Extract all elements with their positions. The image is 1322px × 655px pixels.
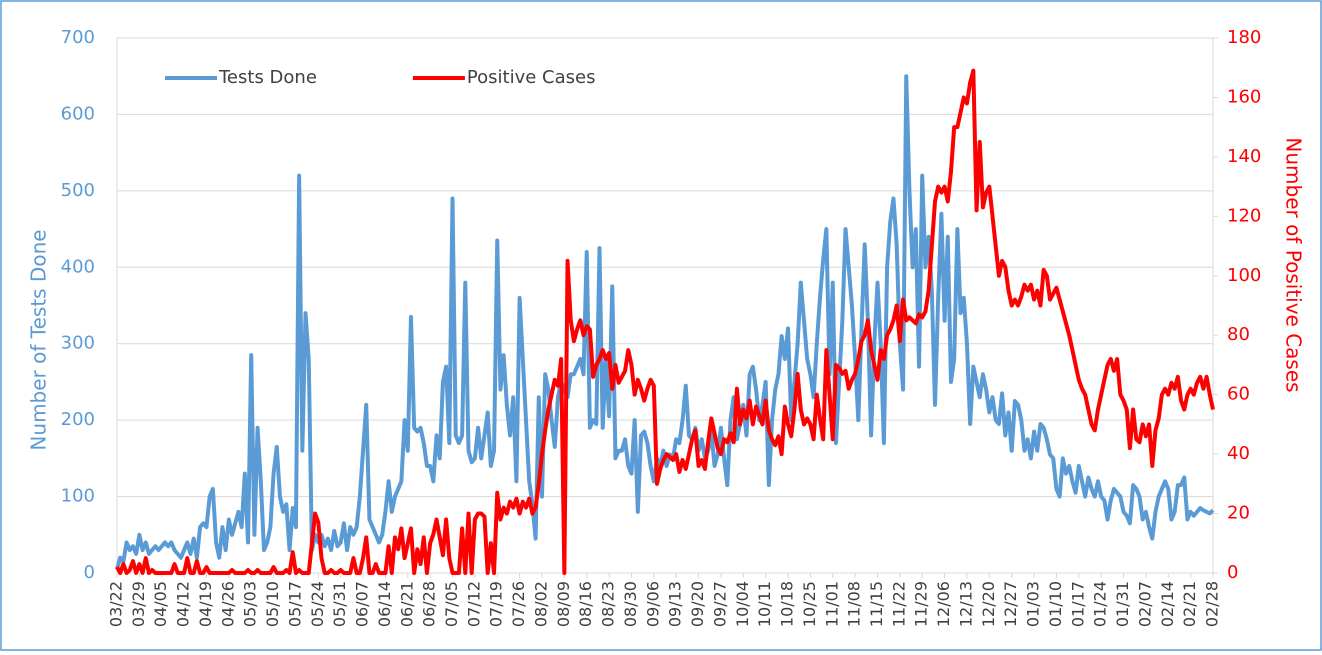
y2-tick-label: 180 bbox=[1227, 27, 1261, 48]
x-tick-label: 09/20 bbox=[688, 581, 707, 627]
x-tick-label: 05/10 bbox=[263, 581, 282, 627]
x-tick-label: 09/06 bbox=[643, 581, 662, 627]
y-tick-label: 700 bbox=[61, 27, 95, 48]
x-tick-label: 02/07 bbox=[1135, 581, 1154, 627]
y-tick-label: 400 bbox=[61, 256, 95, 277]
series-line bbox=[115, 68, 1215, 575]
y2-tick-label: 100 bbox=[1227, 265, 1261, 286]
x-tick-label: 06/21 bbox=[397, 581, 416, 627]
x-tick-label: 12/20 bbox=[979, 581, 998, 627]
x-tick-label: 02/21 bbox=[1180, 581, 1199, 627]
legend-label: Tests Done bbox=[218, 67, 317, 88]
x-tick-label: 05/03 bbox=[241, 581, 260, 627]
y2-tick-label: 120 bbox=[1227, 205, 1261, 226]
x-tick-label: 01/03 bbox=[1024, 581, 1043, 627]
x-tick-label: 12/13 bbox=[956, 581, 975, 627]
x-tick-label: 08/16 bbox=[576, 581, 595, 627]
x-tick-label: 01/10 bbox=[1046, 581, 1065, 627]
y2-tick-label: 160 bbox=[1227, 86, 1261, 107]
x-tick-label: 10/25 bbox=[800, 581, 819, 627]
x-tick-label: 04/26 bbox=[218, 581, 237, 627]
legend-label: Positive Cases bbox=[467, 67, 596, 88]
x-tick-label: 03/22 bbox=[107, 581, 126, 627]
y-tick-label: 300 bbox=[61, 333, 95, 354]
x-tick-label: 08/30 bbox=[621, 581, 640, 627]
x-tick-label: 04/05 bbox=[151, 581, 170, 627]
y2-tick-label: 0 bbox=[1227, 562, 1238, 583]
x-tick-label: 01/31 bbox=[1113, 581, 1132, 627]
x-tick-label: 02/14 bbox=[1158, 581, 1177, 627]
x-tick-label: 06/07 bbox=[353, 581, 372, 627]
x-tick-label: 11/08 bbox=[845, 581, 864, 627]
y2-axis-title: Number of Positive Cases bbox=[1282, 137, 1306, 392]
x-tick-label: 10/18 bbox=[778, 581, 797, 627]
x-tick-label: 11/01 bbox=[822, 581, 841, 627]
x-tick-label: 08/23 bbox=[599, 581, 618, 627]
y2-tick-label: 80 bbox=[1227, 324, 1250, 345]
x-tick-label: 05/31 bbox=[330, 581, 349, 627]
y-tick-label: 600 bbox=[61, 103, 95, 124]
x-tick-label: 11/15 bbox=[867, 581, 886, 627]
x-tick-label: 07/26 bbox=[509, 581, 528, 627]
x-tick-label: 01/17 bbox=[1068, 581, 1087, 627]
x-tick-label: 12/06 bbox=[934, 581, 953, 627]
x-tick-label: 11/22 bbox=[889, 581, 908, 627]
y-tick-label: 100 bbox=[61, 486, 95, 507]
x-tick-label: 10/04 bbox=[733, 581, 752, 627]
y2-tick-label: 60 bbox=[1227, 384, 1250, 405]
x-tick-label: 10/11 bbox=[755, 581, 774, 627]
y-axis-title: Number of Tests Done bbox=[27, 229, 51, 450]
x-tick-label: 09/27 bbox=[710, 581, 729, 627]
x-tick-label: 01/24 bbox=[1091, 581, 1110, 627]
x-tick-label: 08/09 bbox=[554, 581, 573, 627]
y-tick-label: 500 bbox=[61, 180, 95, 201]
x-tick-label: 04/19 bbox=[196, 581, 215, 627]
y-tick-label: 0 bbox=[84, 562, 95, 583]
y2-tick-label: 140 bbox=[1227, 146, 1261, 167]
x-tick-label: 05/24 bbox=[308, 581, 327, 627]
x-tick-label: 04/12 bbox=[174, 581, 193, 627]
x-tick-label: 12/27 bbox=[1001, 581, 1020, 627]
y2-tick-label: 20 bbox=[1227, 503, 1250, 524]
x-tick-label: 11/29 bbox=[912, 581, 931, 627]
x-tick-label: 07/12 bbox=[464, 581, 483, 627]
y-tick-label: 200 bbox=[61, 409, 95, 430]
x-tick-label: 08/02 bbox=[531, 581, 550, 627]
x-tick-label: 07/19 bbox=[487, 581, 506, 627]
x-tick-label: 02/28 bbox=[1203, 581, 1222, 627]
x-tick-label: 09/13 bbox=[666, 581, 685, 627]
x-tick-label: 06/14 bbox=[375, 581, 394, 627]
x-tick-label: 03/29 bbox=[129, 581, 148, 627]
x-tick-label: 05/17 bbox=[285, 581, 304, 627]
x-tick-label: 06/28 bbox=[420, 581, 439, 627]
y2-tick-label: 40 bbox=[1227, 443, 1250, 464]
x-tick-label: 07/05 bbox=[442, 581, 461, 627]
